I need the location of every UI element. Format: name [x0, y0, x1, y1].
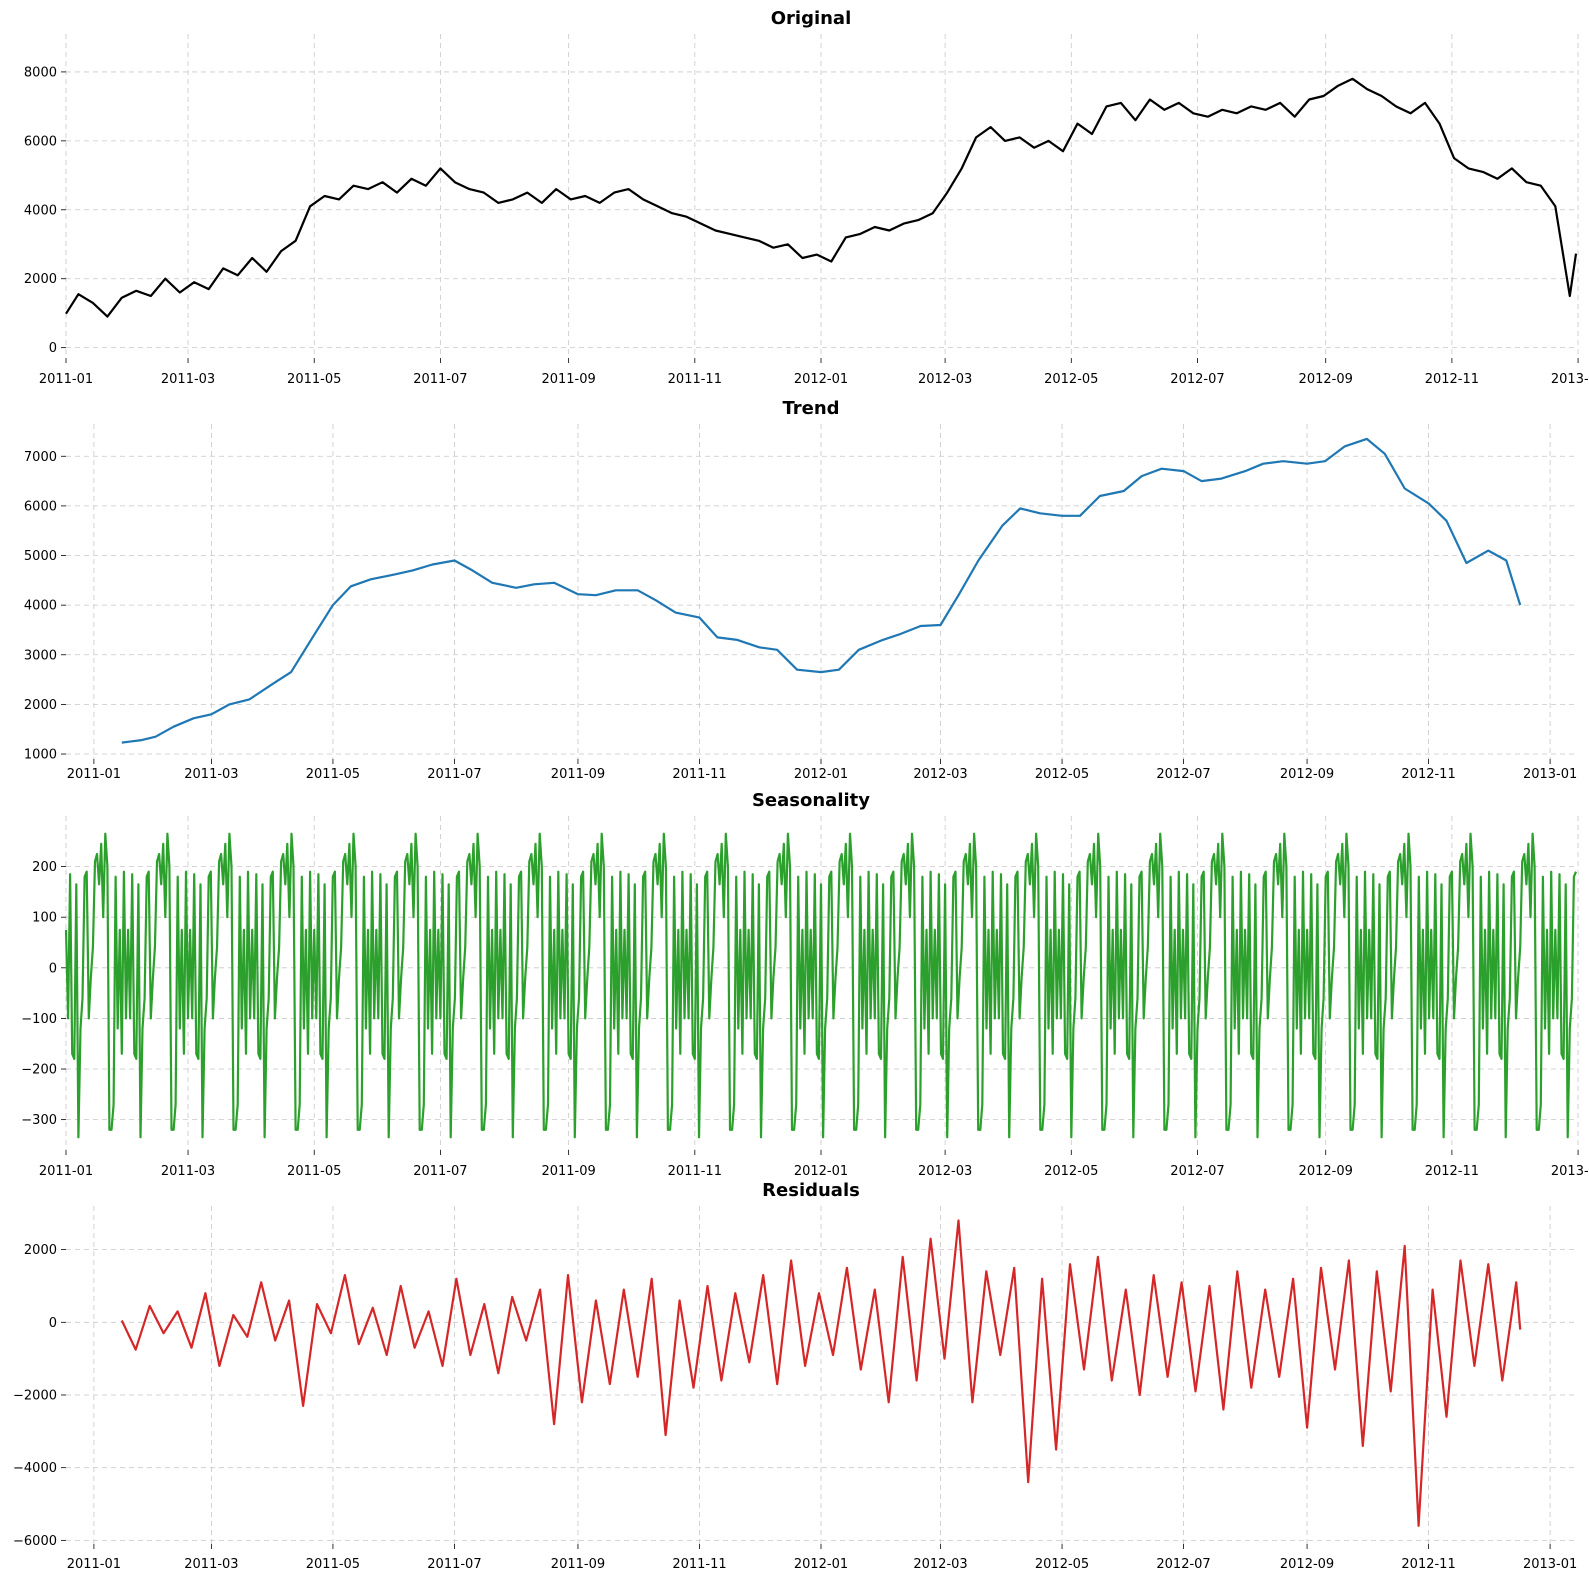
x-tick-label: 2012-09 [1299, 372, 1353, 387]
y-tick-label: 7000 [24, 450, 57, 465]
x-tick-label: 2011-03 [184, 1557, 238, 1572]
panel-seasonality: Seasonality −300 −200 −100 0 100 200 2011-01 20… [21, 790, 1589, 1179]
panel-title-original: Original [771, 8, 852, 29]
x-tick-label: 2011-05 [287, 372, 341, 387]
x-tick-label: 2011-01 [67, 767, 121, 782]
x-tick-label: 2012-11 [1425, 1164, 1479, 1179]
x-tick-label: 2011-05 [306, 1557, 360, 1572]
x-tick-label: 2013-01 [1523, 767, 1577, 782]
x-tick-label: 2012-05 [1035, 1557, 1089, 1572]
x-tick-label: 2011-03 [184, 767, 238, 782]
x-tick-label: 2013-01 [1551, 372, 1589, 387]
x-tick-label: 2012-03 [918, 372, 972, 387]
y-tick-label: 2000 [24, 272, 57, 287]
panel-original: Original 0 2000 4000 6000 8000 2011-01 2011-03… [24, 8, 1589, 387]
x-tick-label: 2011-11 [668, 372, 722, 387]
panel-trend: Trend 1000 2000 3000 4000 5000 6000 7000 2011-0… [24, 398, 1577, 782]
y-tick-label: −6000 [13, 1534, 57, 1549]
x-tick-label: 2012-11 [1401, 767, 1455, 782]
x-tick-label: 2011-11 [672, 767, 726, 782]
x-tick-label: 2011-11 [668, 1164, 722, 1179]
x-tick-label: 2013-01 [1551, 1164, 1589, 1179]
x-tick-label: 2012-11 [1425, 372, 1479, 387]
x-tick-label: 2012-07 [1156, 767, 1210, 782]
x-tick-label: 2011-03 [161, 1164, 215, 1179]
x-tick-label: 2011-03 [161, 372, 215, 387]
y-tick-label: 8000 [24, 65, 57, 80]
x-tick-label: 2011-01 [39, 1164, 93, 1179]
y-tick-label: −300 [21, 1113, 57, 1128]
series-line-residuals [120, 1219, 1522, 1527]
y-tick-label: 200 [32, 860, 57, 875]
x-tick-label: 2012-09 [1299, 1164, 1353, 1179]
x-tick-label: 2012-07 [1170, 1164, 1224, 1179]
x-tick-label: 2011-05 [306, 767, 360, 782]
y-tick-label: 0 [49, 341, 57, 356]
y-tick-label: 0 [49, 961, 57, 976]
panel-title-residuals: Residuals [762, 1180, 860, 1201]
panel-residuals: Residuals −6000 −4000 −2000 0 2000 2011-01 201… [13, 1180, 1577, 1572]
x-tick-label: 2012-03 [913, 1557, 967, 1572]
x-tick-label: 2012-01 [794, 767, 848, 782]
x-tick-label: 2012-05 [1035, 767, 1089, 782]
y-tick-label: 6000 [24, 134, 57, 149]
x-tick-label: 2011-09 [551, 1557, 605, 1572]
x-tick-label: 2011-09 [541, 372, 595, 387]
series-line-seasonality [64, 832, 1578, 1139]
x-tick-label: 2011-07 [427, 767, 481, 782]
panel-title-seasonality: Seasonality [752, 790, 870, 811]
x-tick-label: 2012-09 [1280, 767, 1334, 782]
x-tick-label: 2012-11 [1401, 1557, 1455, 1572]
x-tick-label: 2011-09 [541, 1164, 595, 1179]
x-tick-label: 2012-03 [918, 1164, 972, 1179]
y-tick-label: 5000 [24, 549, 57, 564]
x-tick-label: 2012-07 [1170, 372, 1224, 387]
y-tick-label: −100 [21, 1012, 57, 1027]
series-line-trend [121, 437, 1522, 744]
x-tick-label: 2012-01 [794, 1164, 848, 1179]
x-tick-label: 2012-07 [1156, 1557, 1210, 1572]
y-tick-label: 4000 [24, 599, 57, 614]
y-tick-label: 3000 [24, 648, 57, 663]
x-tick-label: 2012-01 [794, 372, 848, 387]
x-tick-label: 2011-05 [287, 1164, 341, 1179]
y-tick-label: −2000 [13, 1388, 57, 1403]
y-tick-label: 2000 [24, 698, 57, 713]
y-tick-label: 6000 [24, 499, 57, 514]
y-tick-label: 100 [32, 911, 57, 926]
x-tick-label: 2012-05 [1044, 1164, 1098, 1179]
x-tick-label: 2011-07 [413, 372, 467, 387]
x-tick-label: 2012-01 [794, 1557, 848, 1572]
x-tick-label: 2011-07 [413, 1164, 467, 1179]
y-tick-label: 1000 [24, 748, 57, 763]
x-tick-label: 2012-09 [1280, 1557, 1334, 1572]
series-line-original [65, 77, 1578, 318]
x-tick-label: 2011-01 [67, 1557, 121, 1572]
panel-title-trend: Trend [782, 398, 839, 419]
x-tick-label: 2011-09 [551, 767, 605, 782]
x-tick-label: 2013-01 [1523, 1557, 1577, 1572]
y-tick-label: −4000 [13, 1461, 57, 1476]
y-tick-label: 0 [49, 1316, 57, 1331]
y-tick-label: 4000 [24, 203, 57, 218]
y-tick-label: −200 [21, 1063, 57, 1078]
x-tick-label: 2012-05 [1044, 372, 1098, 387]
x-tick-label: 2011-11 [672, 1557, 726, 1572]
x-tick-label: 2011-07 [427, 1557, 481, 1572]
x-tick-label: 2011-01 [39, 372, 93, 387]
y-tick-label: 2000 [24, 1243, 57, 1258]
x-tick-label: 2012-03 [913, 767, 967, 782]
